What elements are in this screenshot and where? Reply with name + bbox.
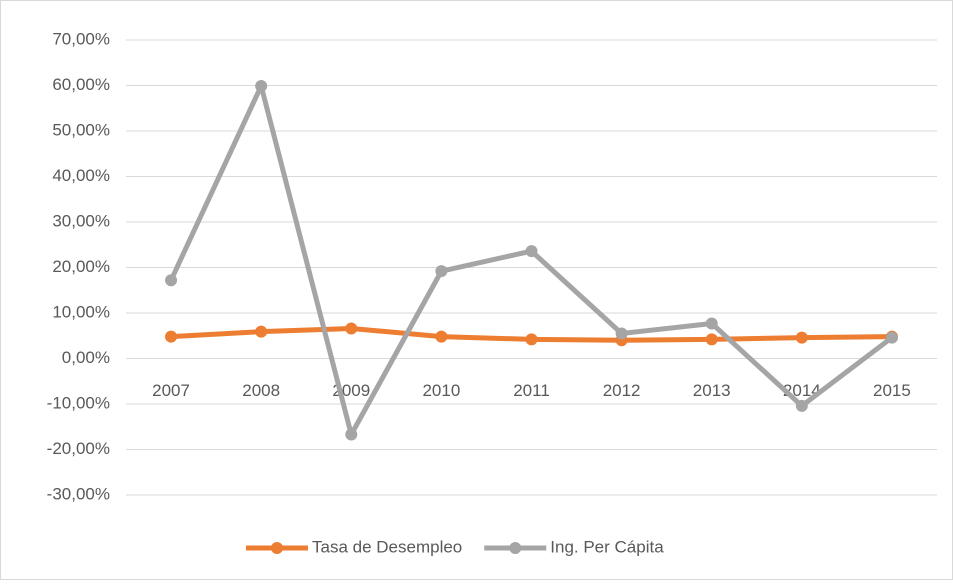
point bbox=[255, 325, 268, 338]
point bbox=[345, 322, 358, 335]
x-tick-label: 2012 bbox=[603, 381, 641, 400]
x-tick-label: 2013 bbox=[693, 381, 731, 400]
point bbox=[525, 245, 538, 258]
point bbox=[705, 333, 718, 346]
point bbox=[795, 399, 808, 412]
point bbox=[705, 317, 718, 330]
point bbox=[165, 330, 178, 343]
x-tick-label: 2010 bbox=[422, 381, 460, 400]
y-tick-label: 60,00% bbox=[52, 75, 110, 94]
y-tick-label: 50,00% bbox=[52, 120, 110, 139]
y-tick-label: 40,00% bbox=[52, 166, 110, 185]
y-tick-label: 20,00% bbox=[52, 257, 110, 276]
x-tick-label: 2008 bbox=[242, 381, 280, 400]
point bbox=[615, 327, 628, 340]
y-tick-label: -10,00% bbox=[47, 393, 110, 412]
point bbox=[435, 330, 448, 343]
y-tick-label: 30,00% bbox=[52, 211, 110, 230]
point bbox=[345, 428, 358, 441]
point bbox=[795, 331, 808, 344]
point bbox=[165, 274, 178, 287]
y-tick-label: 70,00% bbox=[52, 29, 110, 48]
y-tick-label: 0,00% bbox=[62, 348, 110, 367]
y-tick-label: 10,00% bbox=[52, 302, 110, 321]
x-tick-label: 2015 bbox=[873, 381, 911, 400]
legend-label: Ing. Per Cápita bbox=[550, 537, 664, 556]
point bbox=[435, 265, 448, 278]
legend-label: Tasa de Desempleo bbox=[312, 537, 462, 556]
x-tick-label: 2011 bbox=[513, 381, 550, 400]
x-tick-label: 2007 bbox=[152, 381, 190, 400]
point bbox=[525, 333, 538, 346]
legend-marker bbox=[271, 542, 283, 554]
legend-marker bbox=[509, 542, 522, 554]
y-tick-label: -30,00% bbox=[47, 484, 110, 503]
y-tick-label: -20,00% bbox=[47, 439, 110, 458]
point bbox=[255, 79, 268, 92]
point bbox=[885, 331, 898, 344]
